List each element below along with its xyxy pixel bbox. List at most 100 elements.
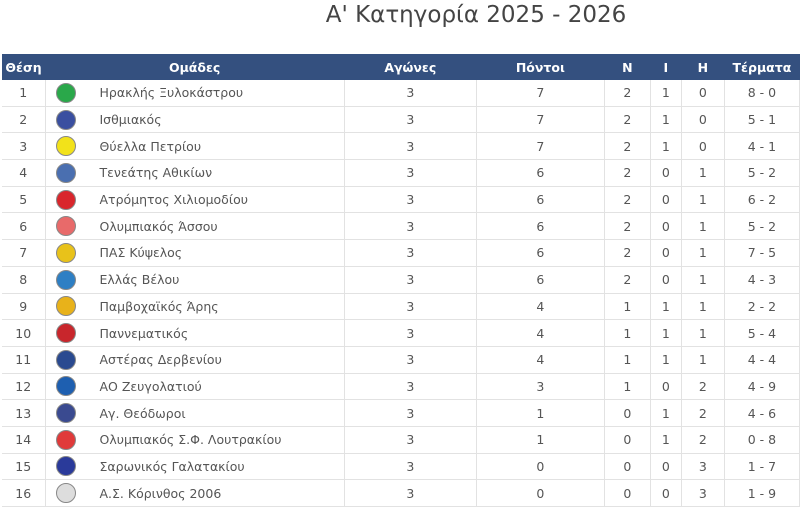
team-name[interactable]: Τενεάτης Αθικίων <box>85 159 345 187</box>
table-row[interactable]: 13 Αγ. Θεόδωροι 3 1 0 1 2 4 - 6 <box>2 399 800 427</box>
team-name[interactable]: Σαρωνικός Γαλατακίου <box>85 453 345 481</box>
played-cell: 3 <box>344 426 477 454</box>
col-position[interactable]: Θέση <box>2 54 45 80</box>
draws-cell: 0 <box>650 479 682 507</box>
col-losses[interactable]: Η <box>681 54 725 80</box>
team-name[interactable]: Ελλάς Βέλου <box>85 266 345 294</box>
team-name[interactable]: Ολυμπιακός Σ.Φ. Λουτρακίου <box>85 426 345 454</box>
table-row[interactable]: 11 Αστέρας Δερβενίου 3 4 1 1 1 4 - 4 <box>2 346 800 374</box>
goals-cell: 5 - 1 <box>724 106 800 134</box>
played-cell: 3 <box>344 266 477 294</box>
team-logo-cell <box>45 186 86 214</box>
table-row[interactable]: 9 Παμβοχαϊκός Άρης 3 4 1 1 1 2 - 2 <box>2 293 800 321</box>
team-logo-icon <box>55 483 76 504</box>
played-cell: 3 <box>344 159 477 187</box>
team-name[interactable]: Ισθμιακός <box>85 106 345 134</box>
losses-cell: 1 <box>681 266 725 294</box>
losses-cell: 1 <box>681 159 725 187</box>
team-logo-icon <box>55 189 76 210</box>
team-logo-icon <box>55 242 76 263</box>
draws-cell: 1 <box>650 106 682 134</box>
goals-cell: 1 - 7 <box>724 453 800 481</box>
goals-cell: 5 - 4 <box>724 319 800 347</box>
team-logo-cell <box>45 159 86 187</box>
team-logo-cell <box>45 106 86 134</box>
draws-cell: 0 <box>650 239 682 267</box>
page-title: Α' Κατηγορία 2025 - 2026 <box>325 2 627 28</box>
losses-cell: 3 <box>681 479 725 507</box>
table-row[interactable]: 3 Θύελλα Πετρίου 3 7 2 1 0 4 - 1 <box>2 132 800 161</box>
col-points[interactable]: Πόντοι <box>476 54 605 80</box>
wins-cell: 2 <box>604 266 651 294</box>
played-cell: 3 <box>344 212 477 241</box>
losses-cell: 1 <box>681 319 725 347</box>
table-row[interactable]: 16 Α.Σ. Κόρινθος 2006 3 0 0 0 3 1 - 9 <box>2 479 800 507</box>
position-cell: 11 <box>2 346 46 374</box>
position-cell: 15 <box>2 453 46 481</box>
team-name[interactable]: Ολυμπιακός Άσσου <box>85 212 345 241</box>
team-logo-cell <box>45 212 86 241</box>
wins-cell: 1 <box>604 319 651 347</box>
position-cell: 1 <box>2 80 46 107</box>
col-played[interactable]: Αγώνες <box>344 54 477 80</box>
wins-cell: 0 <box>604 453 651 481</box>
team-name[interactable]: Α.Σ. Κόρινθος 2006 <box>85 479 345 507</box>
losses-cell: 0 <box>681 132 725 161</box>
losses-cell: 0 <box>681 80 725 107</box>
points-cell: 1 <box>476 399 605 427</box>
team-logo-cell <box>45 132 86 161</box>
draws-cell: 1 <box>650 346 682 374</box>
team-name[interactable]: Παμβοχαϊκός Άρης <box>85 293 345 321</box>
team-logo-icon <box>55 296 76 317</box>
table-row[interactable]: 8 Ελλάς Βέλου 3 6 2 0 1 4 - 3 <box>2 266 800 294</box>
team-name[interactable]: ΠΑΣ Κύψελος <box>85 239 345 267</box>
team-logo-cell <box>45 399 86 427</box>
goals-cell: 4 - 1 <box>724 132 800 161</box>
team-name[interactable]: Αστέρας Δερβενίου <box>85 346 345 374</box>
points-cell: 6 <box>476 186 605 214</box>
col-team[interactable]: Ομάδες <box>45 54 345 80</box>
points-cell: 6 <box>476 239 605 267</box>
draws-cell: 0 <box>650 373 682 401</box>
team-name[interactable]: Ηρακλής Ξυλοκάστρου <box>85 80 345 107</box>
table-row[interactable]: 2 Ισθμιακός 3 7 2 1 0 5 - 1 <box>2 106 800 134</box>
team-logo-cell <box>45 346 86 374</box>
wins-cell: 2 <box>604 186 651 214</box>
wins-cell: 2 <box>604 132 651 161</box>
team-name[interactable]: Παννεματικός <box>85 319 345 347</box>
goals-cell: 4 - 4 <box>724 346 800 374</box>
table-row[interactable]: 4 Τενεάτης Αθικίων 3 6 2 0 1 5 - 2 <box>2 159 800 187</box>
played-cell: 3 <box>344 453 477 481</box>
position-cell: 4 <box>2 159 46 187</box>
table-row[interactable]: 7 ΠΑΣ Κύψελος 3 6 2 0 1 7 - 5 <box>2 239 800 267</box>
losses-cell: 3 <box>681 453 725 481</box>
losses-cell: 1 <box>681 293 725 321</box>
team-name[interactable]: ΑΟ Ζευγολατιού <box>85 373 345 401</box>
losses-cell: 0 <box>681 106 725 134</box>
wins-cell: 2 <box>604 212 651 241</box>
col-wins[interactable]: Ν <box>604 54 651 80</box>
position-cell: 8 <box>2 266 46 294</box>
team-name[interactable]: Αγ. Θεόδωροι <box>85 399 345 427</box>
table-row[interactable]: 14 Ολυμπιακός Σ.Φ. Λουτρακίου 3 1 0 1 2 0 - 8 <box>2 426 800 454</box>
table-row[interactable]: 6 Ολυμπιακός Άσσου 3 6 2 0 1 5 - 2 <box>2 212 800 241</box>
played-cell: 3 <box>344 346 477 374</box>
team-logo-cell <box>45 479 86 507</box>
team-logo-icon <box>55 136 76 157</box>
team-logo-cell <box>45 373 86 401</box>
table-row[interactable]: 15 Σαρωνικός Γαλατακίου 3 0 0 0 3 1 - 7 <box>2 453 800 481</box>
team-name[interactable]: Θύελλα Πετρίου <box>85 132 345 161</box>
team-name[interactable]: Ατρόμητος Χιλιομοδίου <box>85 186 345 214</box>
table-row[interactable]: 12 ΑΟ Ζευγολατιού 3 3 1 0 2 4 - 9 <box>2 373 800 401</box>
table-row[interactable]: 1 Ηρακλής Ξυλοκάστρου 3 7 2 1 0 8 - 0 <box>2 80 800 107</box>
points-cell: 6 <box>476 212 605 241</box>
losses-cell: 2 <box>681 399 725 427</box>
table-row[interactable]: 10 Παννεματικός 3 4 1 1 1 5 - 4 <box>2 319 800 347</box>
table-row[interactable]: 5 Ατρόμητος Χιλιομοδίου 3 6 2 0 1 6 - 2 <box>2 186 800 214</box>
position-cell: 2 <box>2 106 46 134</box>
col-draws[interactable]: Ι <box>650 54 682 80</box>
wins-cell: 1 <box>604 373 651 401</box>
points-cell: 7 <box>476 106 605 134</box>
col-goals[interactable]: Τέρματα <box>724 54 800 80</box>
team-logo-cell <box>45 80 86 107</box>
